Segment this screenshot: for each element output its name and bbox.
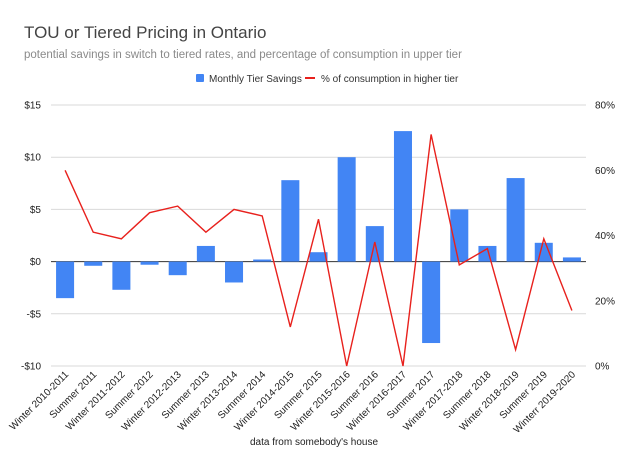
legend-label-line: % of consumption in higher tier: [321, 74, 459, 85]
right-tick-label: 60%: [595, 166, 615, 177]
bar: [84, 261, 103, 266]
bar: [393, 131, 412, 262]
bar: [506, 178, 525, 262]
left-tick-label: -$10: [21, 362, 41, 373]
bar: [422, 261, 441, 344]
series-line: [64, 134, 573, 367]
right-tick-label: 40%: [595, 231, 615, 242]
left-tick-label: $10: [24, 153, 41, 164]
left-tick-label: $5: [30, 205, 42, 216]
bar: [562, 257, 581, 262]
bar: [56, 261, 75, 299]
left-axis-ticks: $15 $10 $5 $0 -$5 -$10: [21, 101, 41, 373]
bar: [112, 261, 131, 290]
bar: [140, 261, 159, 265]
bar: [281, 180, 300, 262]
bar: [450, 209, 469, 262]
line-series-group: [64, 134, 573, 367]
bar: [196, 245, 215, 262]
x-axis-label: data from somebody's house: [250, 437, 379, 448]
left-tick-label: -$5: [27, 309, 42, 320]
right-tick-label: 20%: [595, 296, 615, 307]
bar: [478, 245, 497, 262]
bar: [168, 261, 187, 276]
left-tick-label: $15: [24, 101, 41, 112]
right-axis-ticks: 80% 60% 40% 20% 0%: [595, 101, 615, 373]
bar: [253, 259, 272, 262]
legend: Monthly Tier Savings % of consumption in…: [196, 74, 459, 85]
right-tick-label: 0%: [595, 362, 610, 373]
bar: [534, 242, 553, 262]
bar: [337, 157, 356, 262]
chart-subtitle: potential savings in switch to tiered ra…: [24, 49, 462, 61]
right-tick-label: 80%: [595, 101, 615, 112]
bar: [309, 252, 328, 262]
legend-label-bar: Monthly Tier Savings: [209, 74, 302, 85]
left-tick-label: $0: [30, 257, 42, 268]
gridlines: [51, 104, 586, 367]
legend-swatch-bar: [196, 74, 204, 82]
chart-title: TOU or Tiered Pricing in Ontario: [24, 23, 267, 42]
bar-series: [56, 131, 581, 344]
bar: [225, 261, 244, 283]
